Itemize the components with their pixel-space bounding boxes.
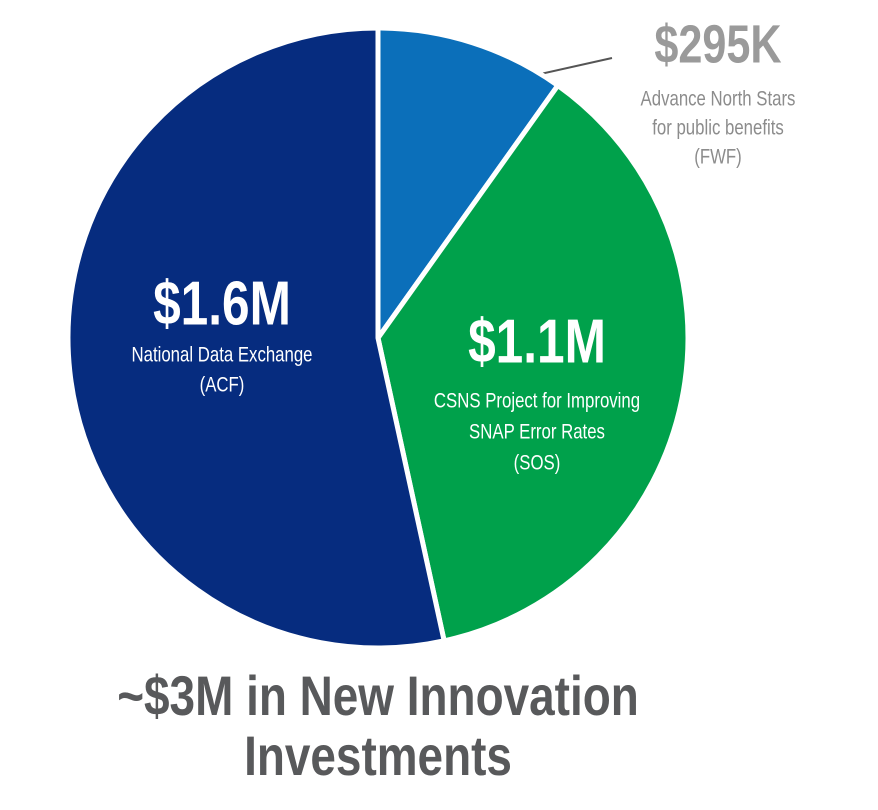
value-label: $1.1M: [468, 306, 606, 376]
chart-title: Investments: [244, 724, 512, 786]
chart-title-line: Investments: [244, 724, 512, 786]
slice-label: $1.6M National Data Exchange (ACF): [131, 268, 312, 397]
slice-description: (ACF): [200, 374, 245, 397]
value-label: $295K: [654, 15, 781, 75]
chart-title: ~$3M in New Innovation: [117, 664, 639, 726]
slice-label: $295K Advance North Stars for public benef…: [641, 15, 796, 169]
slice-description: National Data Exchange: [131, 344, 312, 367]
chart-title-line: ~$3M in New Innovation: [117, 664, 639, 726]
slice-description: Advance North Stars: [641, 88, 796, 111]
pie-slice: [375, 25, 561, 341]
slice-description: CSNS Project for Improving: [434, 390, 640, 413]
value-label: $1.6M: [153, 268, 291, 338]
pie-slice: [65, 25, 447, 651]
slice-description: (FWF): [694, 146, 742, 169]
slice-description: SNAP Error Rates: [469, 421, 605, 444]
slice-label: $1.1M CSNS Project for Improving SNAP Erro…: [434, 306, 640, 475]
slice-description: for public benefits: [652, 117, 784, 140]
slice-description: (SOS): [514, 452, 561, 475]
pie-slice: [375, 82, 691, 644]
